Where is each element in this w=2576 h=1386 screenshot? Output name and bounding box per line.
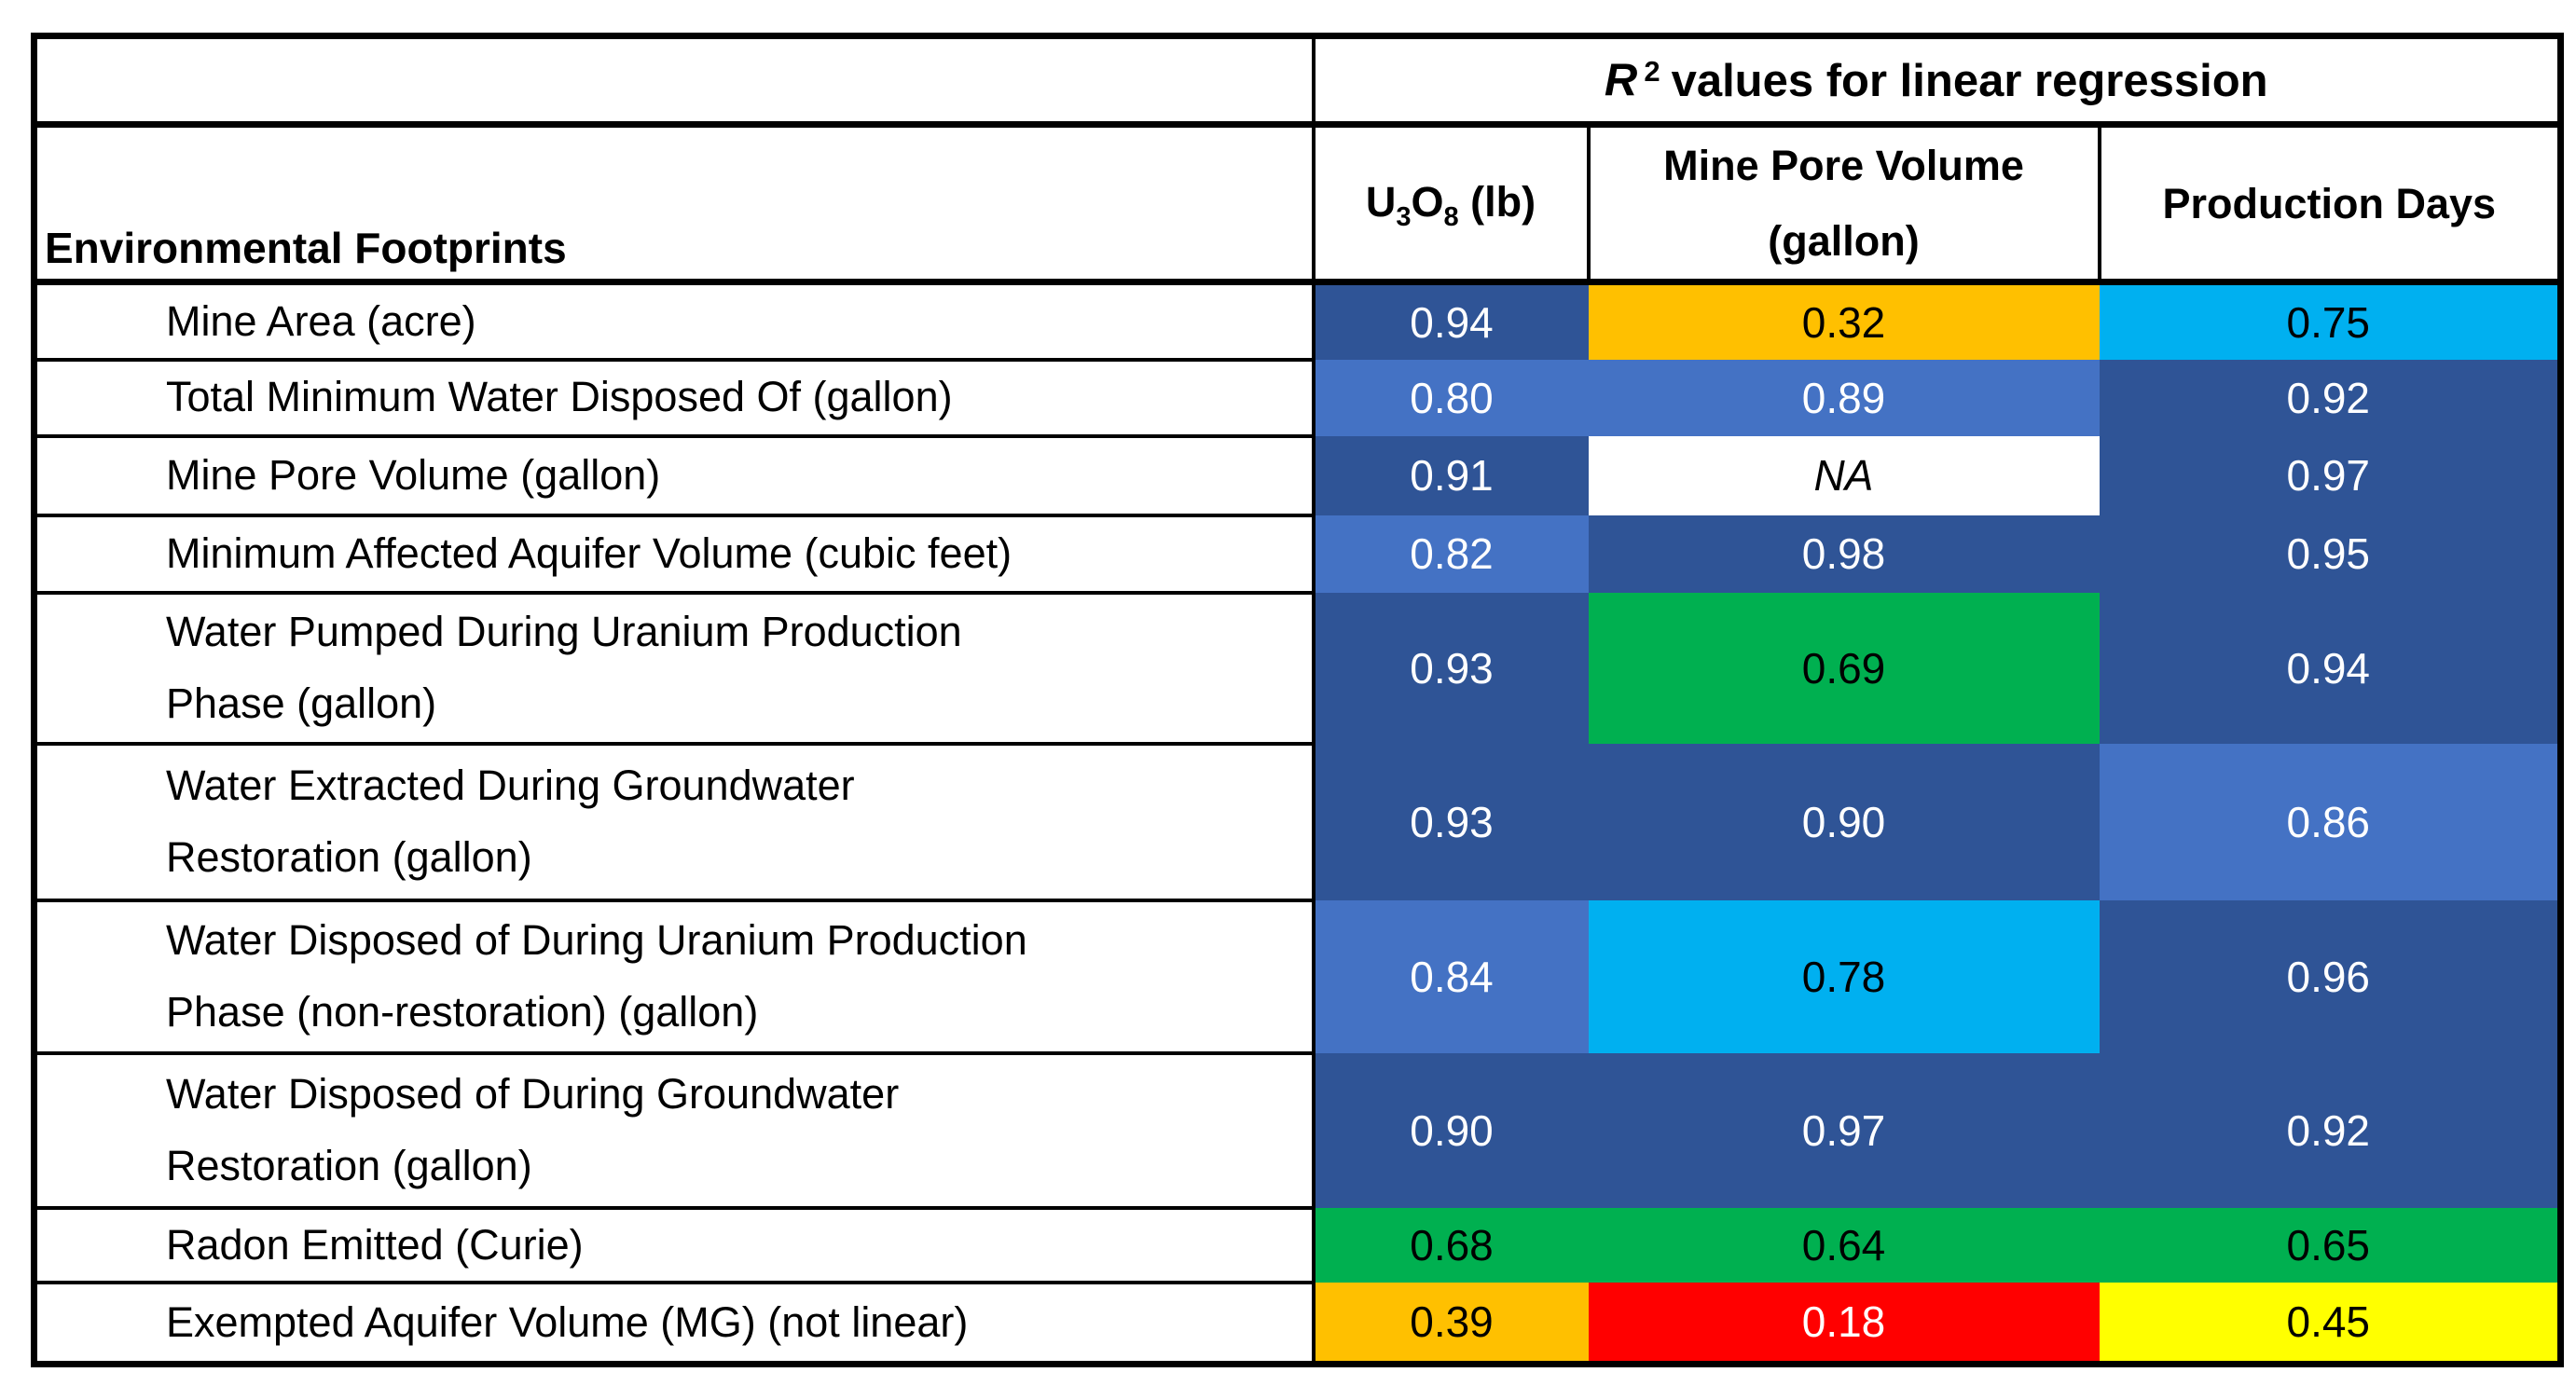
heatmap-cell-r10-c1: 0.39 xyxy=(1313,1283,1589,1364)
heatmap-cell-r2-c3: 0.92 xyxy=(2099,359,2561,436)
heatmap-cell-r1-c1: 0.94 xyxy=(1313,281,1589,360)
table-row: Water Pumped During Uranium Production P… xyxy=(32,590,2561,746)
heatmap-cell-r7-c1: 0.84 xyxy=(1313,899,1589,1053)
row-label-water-disposed-restoration: Water Disposed of During Groundwater Res… xyxy=(32,1050,1316,1210)
heatmap-cell-r5-c1: 0.93 xyxy=(1313,592,1589,744)
column-header-production-days: Production Days xyxy=(2097,122,2563,285)
heatmap-cell-r10-c2: 0.18 xyxy=(1588,1283,2100,1364)
heatmap-cell-r3-c1: 0.91 xyxy=(1313,435,1589,515)
title-r-symbol: R xyxy=(1604,55,1638,106)
row-label-mine-area: Mine Area (acre) xyxy=(32,280,1316,362)
table-row: Water Extracted During Groundwater Resto… xyxy=(32,741,2561,902)
row-label-water-extracted-restoration: Water Extracted During Groundwater Resto… xyxy=(32,741,1316,902)
row-label-mine-pore-volume: Mine Pore Volume (gallon) xyxy=(32,433,1316,517)
table-row: Radon Emitted (Curie) 0.68 0.64 0.65 xyxy=(32,1205,2561,1284)
heatmap-cell-r9-c2: 0.64 xyxy=(1588,1207,2100,1283)
r2-values-table: R 2 values for linear regression Environme… xyxy=(31,33,2564,1367)
table-row: Water Disposed of During Uranium Product… xyxy=(32,898,2561,1055)
heatmap-cell-r6-c3: 0.86 xyxy=(2099,743,2561,900)
heatmap-cell-r7-c3: 0.96 xyxy=(2099,899,2561,1053)
heatmap-cell-r5-c2: 0.69 xyxy=(1588,592,2100,744)
table-title: R 2 values for linear regression xyxy=(1311,34,2563,128)
heatmap-cell-r2-c2: 0.89 xyxy=(1588,359,2100,436)
table-row: Water Disposed of During Groundwater Res… xyxy=(32,1050,2561,1210)
corner-header-environmental-footprints: Environmental Footprints xyxy=(32,122,1316,285)
heatmap-cell-r6-c1: 0.93 xyxy=(1313,743,1589,900)
heatmap-cell-r4-c3: 0.95 xyxy=(2099,515,2561,593)
heatmap-cell-r8-c1: 0.90 xyxy=(1313,1052,1589,1208)
table-row: Minimum Affected Aquifer Volume (cubic f… xyxy=(32,513,2561,595)
row-label-exempted-aquifer-volume: Exempted Aquifer Volume (MG) (not linear… xyxy=(32,1281,1316,1365)
row-label-min-affected-aquifer-volume: Minimum Affected Aquifer Volume (cubic f… xyxy=(32,513,1316,595)
heatmap-cell-r3-c2-na: NA xyxy=(1588,435,2100,515)
row-label-water-pumped-production: Water Pumped During Uranium Production P… xyxy=(32,590,1316,746)
heatmap-cell-r1-c3: 0.75 xyxy=(2099,281,2561,360)
column-header-mine-pore-volume: Mine Pore Volume (gallon) xyxy=(1586,122,2101,285)
heatmap-cell-r3-c3: 0.97 xyxy=(2099,435,2561,515)
row-label-water-disposed-production: Water Disposed of During Uranium Product… xyxy=(32,898,1316,1055)
table-row: Mine Pore Volume (gallon) 0.91 NA 0.97 xyxy=(32,433,2561,517)
row-label-total-min-water-disposed: Total Minimum Water Disposed Of (gallon) xyxy=(32,357,1316,438)
row-label-radon-emitted: Radon Emitted (Curie) xyxy=(32,1205,1316,1284)
heatmap-cell-r7-c2: 0.78 xyxy=(1588,899,2100,1053)
heatmap-cell-r1-c2: 0.32 xyxy=(1588,281,2100,360)
column-header-u3o8: U3O8 (lb) xyxy=(1311,122,1591,285)
corner-blank-cell xyxy=(32,34,1316,128)
table-row: Mine Area (acre) 0.94 0.32 0.75 xyxy=(32,280,2561,362)
heatmap-cell-r8-c3: 0.92 xyxy=(2099,1052,2561,1208)
heatmap-cell-r10-c3: 0.45 xyxy=(2099,1283,2561,1364)
heatmap-cell-r8-c2: 0.97 xyxy=(1588,1052,2100,1208)
heatmap-cell-r4-c2: 0.98 xyxy=(1588,515,2100,593)
title-r-exponent: 2 xyxy=(1644,55,1660,89)
heatmap-cell-r4-c1: 0.82 xyxy=(1313,515,1589,593)
heatmap-cell-r9-c1: 0.68 xyxy=(1313,1207,1589,1283)
heatmap-cell-r9-c3: 0.65 xyxy=(2099,1207,2561,1283)
table-row: Exempted Aquifer Volume (MG) (not linear… xyxy=(32,1281,2561,1365)
table-title-row: R 2 values for linear regression xyxy=(32,34,2563,128)
heatmap-cell-r6-c2: 0.90 xyxy=(1588,743,2100,900)
column-header-row: Environmental Footprints U3O8 (lb) Mine … xyxy=(32,122,2563,285)
title-text: values for linear regression xyxy=(1671,55,2268,106)
heatmap-cell-r5-c3: 0.94 xyxy=(2099,592,2561,744)
heatmap-cell-r2-c1: 0.80 xyxy=(1313,359,1589,436)
table-row: Total Minimum Water Disposed Of (gallon)… xyxy=(32,357,2561,438)
